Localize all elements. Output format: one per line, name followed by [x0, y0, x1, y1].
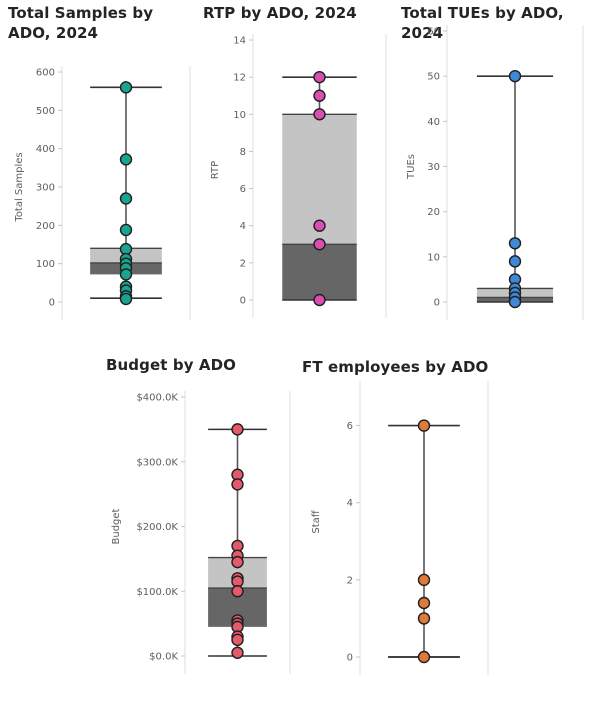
- y-tick-label: 10: [427, 252, 440, 263]
- y-tick-label: 100: [36, 259, 55, 270]
- chart-title: FT employees by ADO: [302, 358, 489, 376]
- data-point: [119, 81, 133, 94]
- data-point: [119, 192, 133, 205]
- y-tick-label: 500: [36, 106, 55, 117]
- y-tick-label: 0: [240, 296, 246, 307]
- y-tick-label: 14: [233, 36, 246, 47]
- y-tick-label: 4: [240, 221, 246, 232]
- data-point: [313, 70, 326, 84]
- data-point: [417, 612, 431, 625]
- y-tick-label: $0.0K: [149, 652, 178, 663]
- data-point: [231, 646, 244, 659]
- y-tick-label: 20: [427, 207, 440, 218]
- y-axis-title: Budget: [111, 508, 122, 544]
- y-tick-label: 0: [434, 298, 440, 309]
- data-point: [417, 650, 431, 664]
- data-point: [313, 238, 326, 251]
- data-point: [417, 573, 431, 587]
- y-tick-label: 600: [36, 68, 55, 79]
- chart-plot[interactable]: 0 2 4 6 8 10 12 14 RTP: [198, 0, 408, 330]
- y-tick-label: 10: [233, 110, 246, 121]
- data-point: [508, 69, 522, 83]
- y-axis-title: RTP: [210, 161, 221, 179]
- data-point: [119, 153, 133, 166]
- chart-total-samples: Total Samples by ADO, 2024 0 100 200 300 400…: [0, 0, 205, 330]
- data-point: [231, 423, 244, 436]
- chart-title: Budget by ADO: [106, 356, 237, 374]
- data-point: [119, 292, 133, 306]
- y-tick-label: $200.0K: [136, 522, 178, 533]
- y-tick-label: 4: [347, 498, 353, 509]
- data-point: [119, 223, 133, 237]
- y-tick-label: 2: [240, 258, 246, 269]
- data-point: [417, 596, 431, 610]
- chart-title: Total TUEs by ADO, 2024: [401, 4, 564, 42]
- y-tick-label: 200: [36, 221, 55, 232]
- chart-rtp: RTP by ADO, 2024 0 2 4 6 8 10 12 14 RTP: [198, 0, 408, 330]
- y-tick-label: 60: [427, 27, 440, 38]
- y-tick-label: 8: [240, 147, 246, 158]
- data-point: [231, 478, 244, 491]
- y-tick-label: 40: [427, 117, 440, 128]
- y-tick-label: 400: [36, 144, 55, 155]
- data-point: [231, 585, 244, 598]
- box-lower-half: [282, 244, 357, 300]
- y-tick-label: 50: [427, 72, 440, 83]
- chart-budget: Budget by ADO $0.0K $100.0K $200.0K $300.0K…: [95, 345, 300, 706]
- chart-plot[interactable]: 0 10 20 30 40 50 60 TUEs: [395, 0, 600, 330]
- y-tick-label: 6: [240, 184, 246, 195]
- y-tick-label: 300: [36, 183, 55, 194]
- chart-plot[interactable]: 0 100 200 300 400 500 600 Total Samples: [0, 0, 205, 330]
- data-point: [508, 237, 522, 250]
- y-axis-title: Total Samples: [14, 152, 25, 222]
- y-tick-label: 0: [49, 298, 55, 309]
- data-point: [417, 419, 431, 432]
- chart-plot[interactable]: $0.0K $100.0K $200.0K $300.0K $400.0K Budget: [95, 345, 300, 706]
- data-point: [119, 268, 133, 281]
- y-tick-label: 2: [347, 575, 353, 586]
- y-tick-label: $400.0K: [136, 393, 178, 404]
- y-tick-label: 6: [347, 421, 353, 432]
- y-tick-label: 30: [427, 162, 440, 173]
- chart-title: RTP by ADO, 2024: [203, 4, 357, 22]
- y-tick-label: $100.0K: [136, 587, 178, 598]
- data-point: [508, 295, 522, 309]
- data-point: [231, 633, 244, 647]
- chart-plot[interactable]: 0 2 4 6 Staff: [295, 345, 505, 706]
- data-point: [313, 108, 326, 121]
- chart-ft-employees: FT employees by ADO 0 2 4 6 Staff: [295, 345, 505, 706]
- data-point: [231, 555, 244, 569]
- y-axis-title: TUEs: [406, 154, 417, 180]
- data-point: [508, 255, 522, 268]
- chart-title: Total Samples by ADO, 2024: [8, 4, 154, 42]
- data-point: [313, 293, 326, 307]
- data-point: [313, 219, 326, 232]
- y-tick-label: $300.0K: [136, 457, 178, 468]
- y-tick-label: 12: [233, 73, 246, 84]
- y-axis-title: Staff: [311, 509, 322, 533]
- data-point: [313, 89, 326, 102]
- chart-total-tues: Total TUEs by ADO, 2024 0 10 20 30 40 50 60 TUE…: [395, 0, 600, 330]
- y-tick-label: 0: [347, 653, 353, 664]
